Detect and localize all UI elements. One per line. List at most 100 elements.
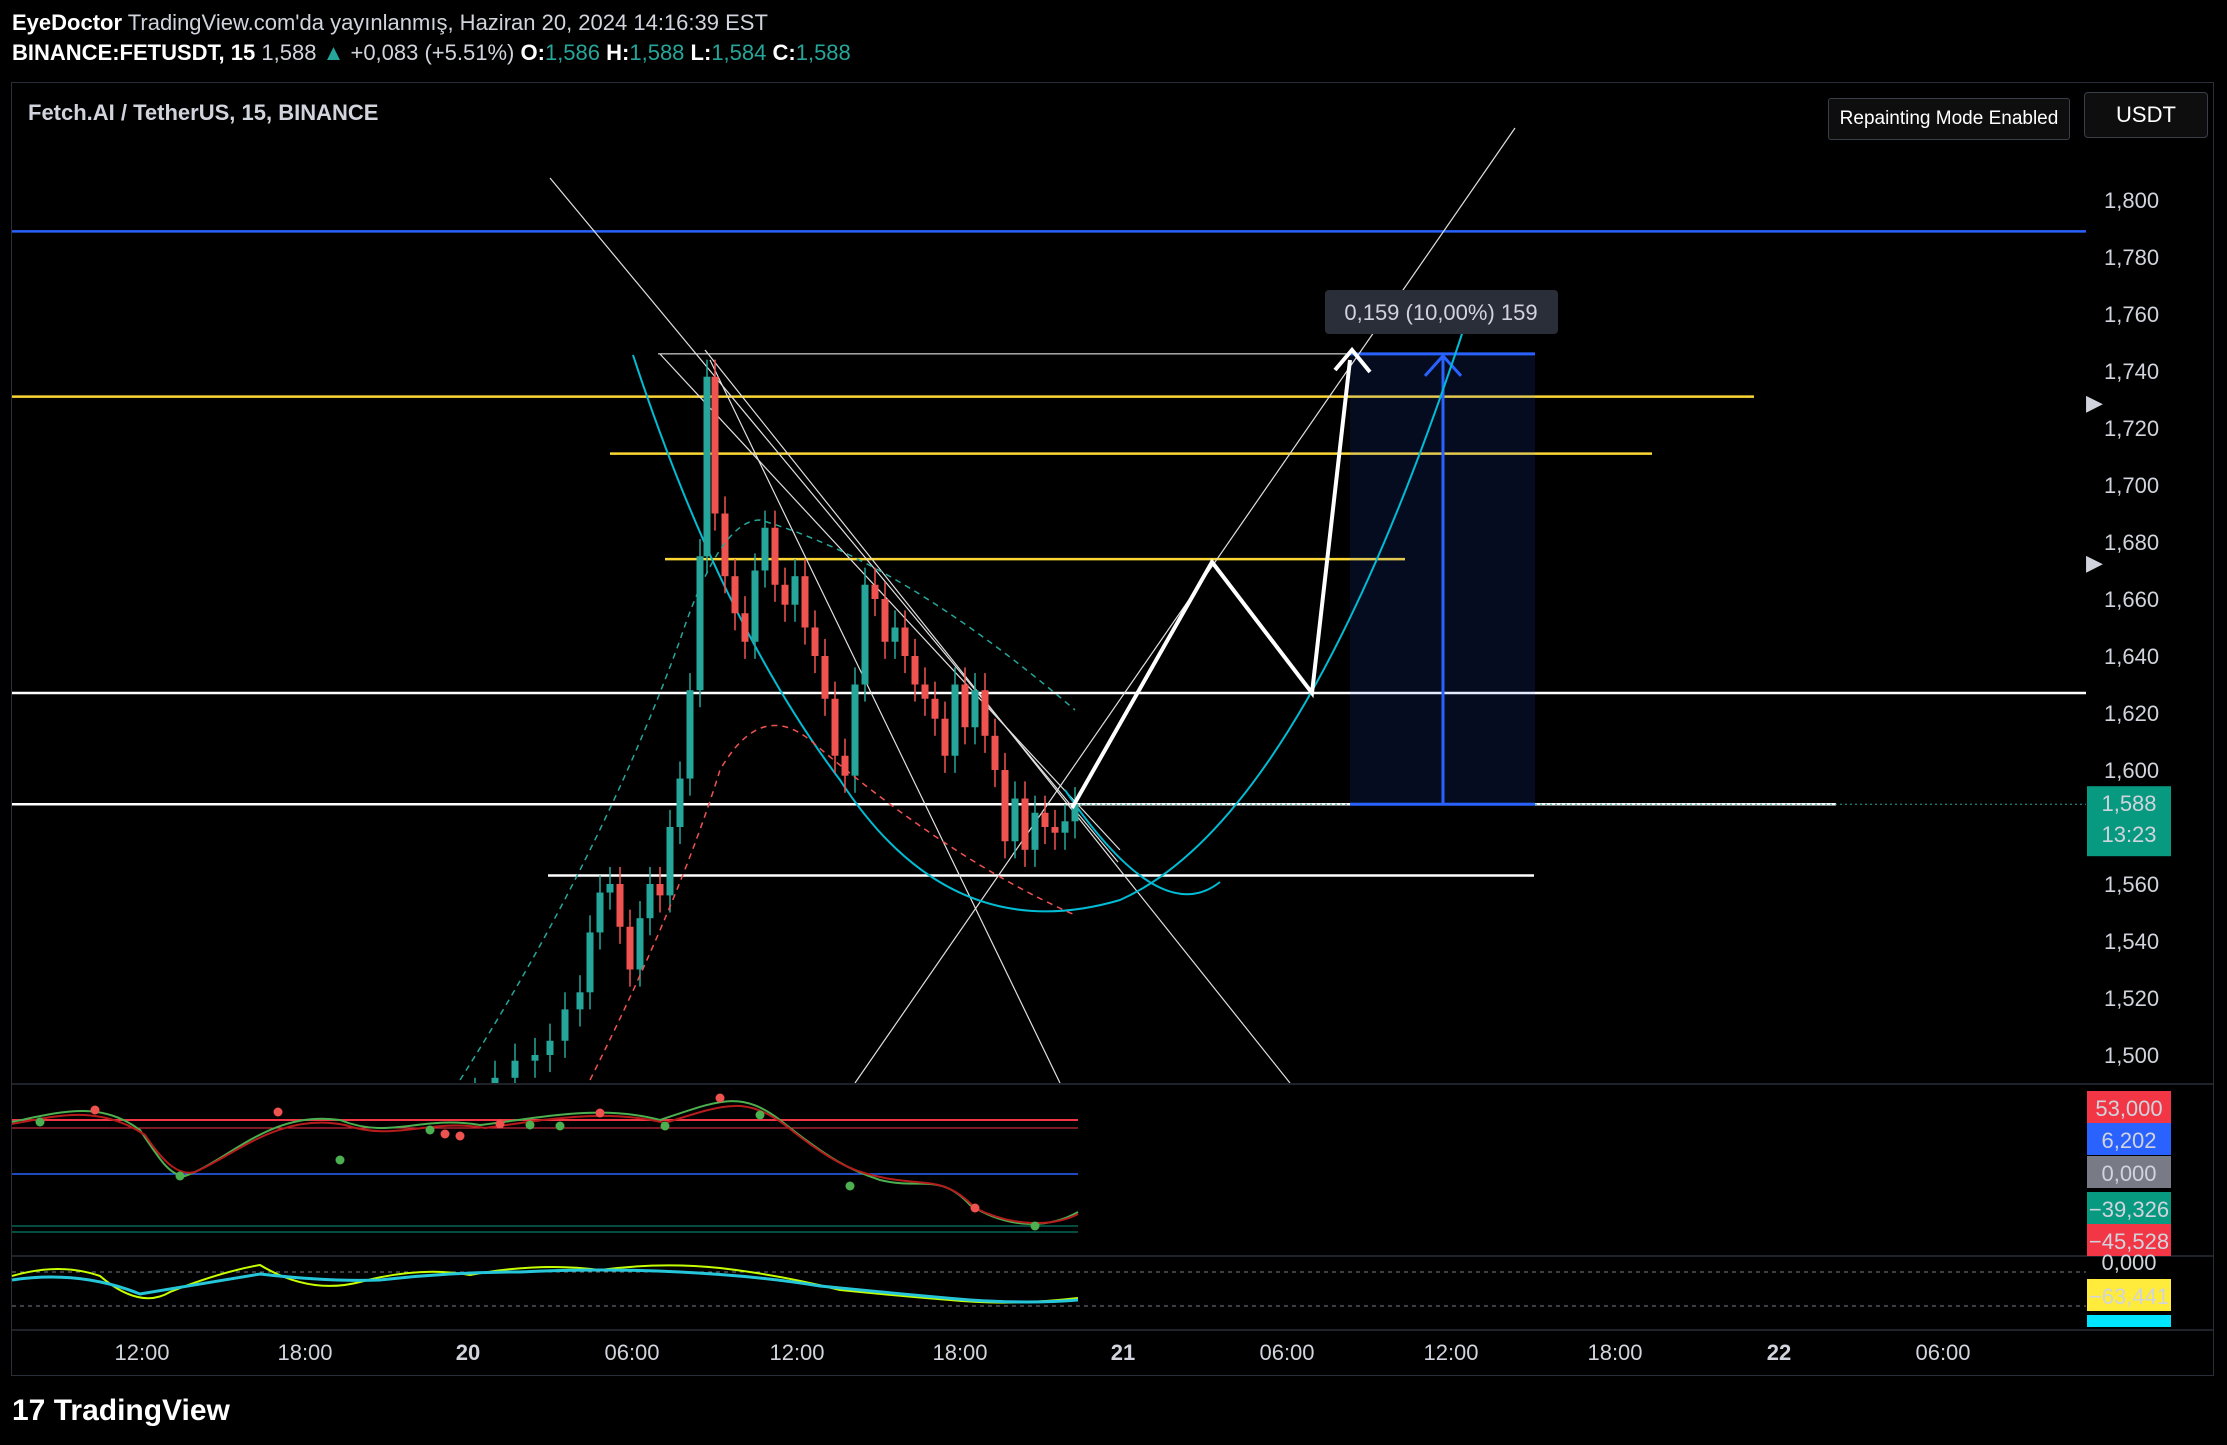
osc-signal-dot: [335, 1155, 345, 1165]
close-value: 1,588: [795, 40, 851, 65]
candle: [831, 698, 839, 756]
last-price-badge-value: 1,588: [2101, 791, 2156, 816]
ohlc-header: BINANCE:FETUSDT, 15 1,588 ▲ +0,083 (+5.5…: [12, 40, 851, 66]
candle: [841, 755, 849, 776]
osc2-value-badge: [2087, 1279, 2171, 1311]
candle: [731, 576, 739, 614]
candle: [626, 926, 634, 970]
osc2-cyan-badge: [2087, 1315, 2171, 1327]
osc-signal-dot: [273, 1107, 283, 1117]
candle: [576, 992, 584, 1010]
osc-signal-dot: [715, 1093, 725, 1103]
osc-signal-dot: [845, 1181, 855, 1191]
last-price-countdown: 13:23: [2101, 822, 2156, 847]
osc-d-line: [11, 1105, 1079, 1225]
y-tick-label: 1,660: [2104, 587, 2159, 612]
measure-label-text: 0,159 (10,00%) 159: [1344, 300, 1537, 325]
candle: [676, 778, 684, 827]
x-tick-label: 18:00: [1587, 1340, 1642, 1365]
candle: [751, 570, 759, 642]
close-label: C:: [772, 40, 796, 65]
osc-signal-dot: [90, 1105, 100, 1115]
candle: [901, 627, 909, 656]
x-tick-label: 20: [456, 1340, 480, 1365]
osc2-value-label: −63,441: [2089, 1284, 2169, 1309]
x-tick-label: 06:00: [1915, 1340, 1970, 1365]
open-label: O:: [520, 40, 545, 65]
osc-value-label: −45,528: [2089, 1229, 2169, 1254]
candle: [472, 1095, 479, 1118]
candle: [821, 656, 829, 699]
publish-header: EyeDoctor TradingView.com'da yayınlanmış…: [12, 10, 768, 36]
candle: [586, 932, 594, 993]
chart-symbol-title: Fetch.AI / TetherUS, 15, BINANCE: [28, 100, 379, 125]
candle: [686, 690, 694, 779]
y-tick-label: 1,540: [2104, 929, 2159, 954]
currency-button[interactable]: USDT: [2084, 92, 2208, 138]
candle: [961, 684, 969, 728]
author-name[interactable]: EyeDoctor: [12, 10, 123, 35]
low-value: 1,584: [711, 40, 767, 65]
candle: [771, 527, 779, 585]
tradingview-logo: 17 TradingView: [12, 1394, 230, 1428]
candle: [871, 584, 879, 599]
candle: [1061, 821, 1069, 833]
osc-signal-dot: [970, 1203, 980, 1213]
price-change: +0,083 (+5.51%): [350, 40, 515, 65]
candle: [931, 698, 939, 719]
candle: [696, 556, 704, 691]
candle: [656, 884, 664, 896]
candle: [616, 884, 624, 927]
candle: [791, 576, 799, 605]
osc-signal-dot: [495, 1119, 505, 1129]
osc-signal-dot: [35, 1117, 45, 1127]
candle: [981, 690, 989, 736]
candle: [1051, 827, 1059, 833]
axis-arrow-icon: ▶: [2086, 550, 2103, 575]
measure-label: 0,159 (10,00%) 159: [1325, 290, 1558, 334]
candle: [781, 584, 789, 605]
upper-band: [459, 519, 1076, 1081]
osc2-value-label: 0,000: [2101, 1250, 2156, 1275]
x-tick-label: 06:00: [604, 1340, 659, 1365]
osc-signal-dot: [440, 1129, 450, 1139]
x-tick-label: 21: [1111, 1340, 1135, 1365]
y-tick-label: 1,640: [2104, 644, 2159, 669]
candle: [721, 513, 729, 577]
candle: [1011, 798, 1019, 842]
open-value: 1,586: [544, 40, 601, 65]
publish-info: TradingView.com'da yayınlanmış, Haziran …: [127, 10, 768, 35]
osc2-slow-line: [11, 1268, 1079, 1304]
osc-value-label: −39,326: [2089, 1197, 2169, 1222]
measure-arrow-head: [1423, 353, 1463, 377]
trend-line: [659, 353, 1121, 851]
candle: [561, 1009, 569, 1041]
y-tick-label: 1,800: [2104, 188, 2159, 213]
ticker-symbol: BINANCE:FETUSDT, 15: [12, 40, 256, 65]
candle: [991, 735, 999, 770]
candle: [511, 1060, 519, 1078]
candle: [636, 918, 644, 970]
measure-label-bg: [1325, 290, 1558, 334]
candle: [891, 627, 899, 642]
y-tick-label: 1,740: [2104, 359, 2159, 384]
candles-group: [472, 359, 1079, 1118]
y-tick-label: 1,760: [2104, 302, 2159, 327]
candle: [606, 884, 614, 893]
projection-path: [1070, 359, 1352, 809]
trend-line: [704, 349, 1291, 1083]
y-tick-label: 1,680: [2104, 530, 2159, 555]
trend-line: [709, 359, 1061, 1083]
last-price-badge: [2087, 786, 2171, 857]
osc-k-line: [11, 1100, 1079, 1225]
candle: [911, 656, 919, 685]
candle: [801, 576, 809, 628]
high-label: H:: [606, 40, 630, 65]
y-tick-label: 1,780: [2104, 245, 2159, 270]
last-price: 1,588: [261, 40, 317, 65]
osc-signal-dot: [425, 1125, 435, 1135]
candle: [546, 1040, 554, 1055]
candle: [951, 684, 959, 756]
y-tick-label: 1,520: [2104, 986, 2159, 1011]
